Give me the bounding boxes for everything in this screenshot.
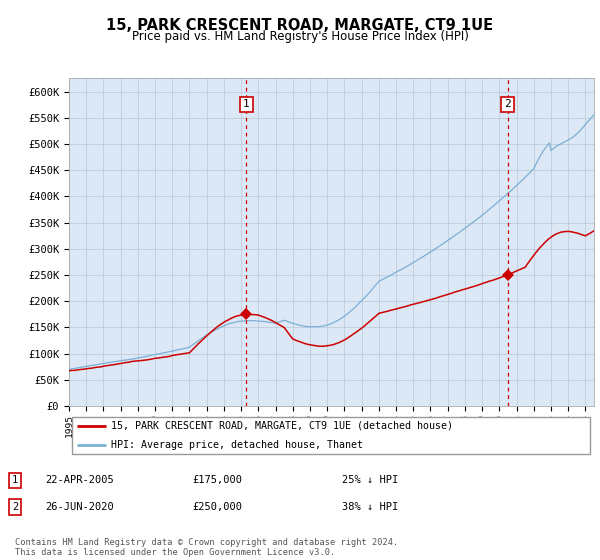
Text: 2: 2 (504, 99, 511, 109)
Text: 38% ↓ HPI: 38% ↓ HPI (342, 502, 398, 512)
Text: 15, PARK CRESCENT ROAD, MARGATE, CT9 1UE (detached house): 15, PARK CRESCENT ROAD, MARGATE, CT9 1UE… (111, 421, 453, 431)
Text: Price paid vs. HM Land Registry's House Price Index (HPI): Price paid vs. HM Land Registry's House … (131, 30, 469, 43)
Text: £175,000: £175,000 (192, 475, 242, 486)
Text: 26-JUN-2020: 26-JUN-2020 (45, 502, 114, 512)
FancyBboxPatch shape (71, 417, 590, 454)
Text: HPI: Average price, detached house, Thanet: HPI: Average price, detached house, Than… (111, 440, 363, 450)
Text: Contains HM Land Registry data © Crown copyright and database right 2024.
This d: Contains HM Land Registry data © Crown c… (15, 538, 398, 557)
Text: 1: 1 (243, 99, 250, 109)
Text: 25% ↓ HPI: 25% ↓ HPI (342, 475, 398, 486)
Text: 22-APR-2005: 22-APR-2005 (45, 475, 114, 486)
Text: 1: 1 (12, 475, 18, 486)
Text: £250,000: £250,000 (192, 502, 242, 512)
Text: 2: 2 (12, 502, 18, 512)
Text: 15, PARK CRESCENT ROAD, MARGATE, CT9 1UE: 15, PARK CRESCENT ROAD, MARGATE, CT9 1UE (106, 18, 494, 33)
